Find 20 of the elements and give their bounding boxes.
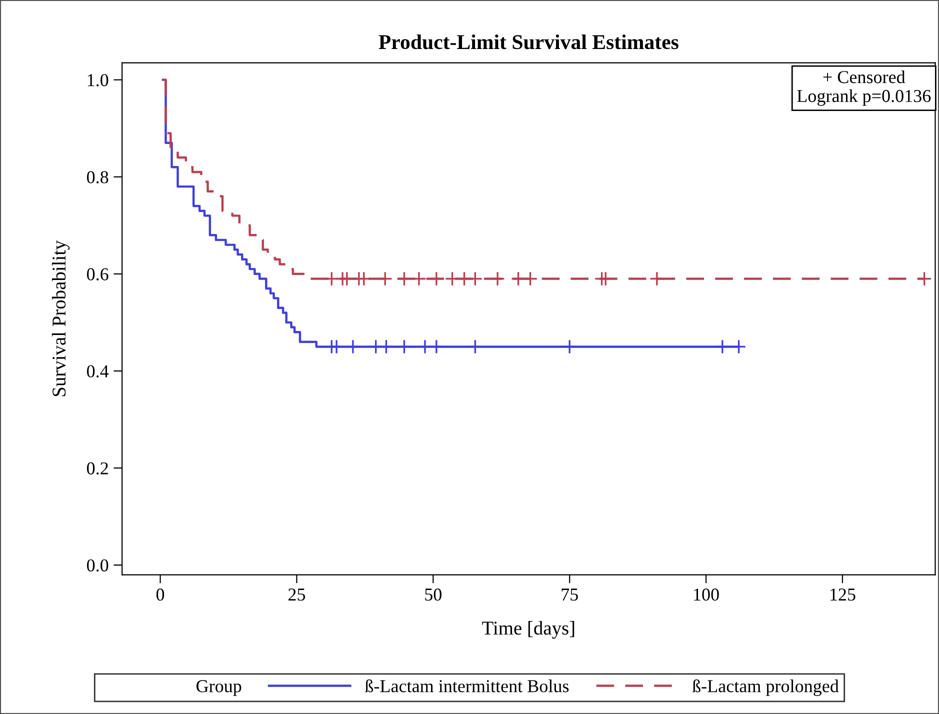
x-tick-label: 100 xyxy=(694,588,719,601)
legend-label: ß-Lactam intermittent Bolus xyxy=(364,679,569,692)
chart-title: Product-Limit Survival Estimates xyxy=(378,34,678,50)
y-tick-label: 0.8 xyxy=(86,171,108,184)
x-tick-label: 75 xyxy=(562,588,578,601)
y-axis-title: Survival Probability xyxy=(52,240,70,396)
x-axis-title: Time [days] xyxy=(482,621,574,639)
y-tick-label: 1.0 xyxy=(88,74,108,86)
legend-label: ß-Lactam prolonged xyxy=(692,679,839,696)
x-tick-label: 50 xyxy=(425,588,442,601)
y-tick-label: 0.2 xyxy=(86,462,108,475)
y-tick-label: 0.4 xyxy=(86,365,109,378)
x-tick-label: 125 xyxy=(830,588,856,601)
legend-title: Group xyxy=(196,680,242,696)
x-tick-label: 25 xyxy=(288,588,306,601)
annotation: Logrank p=0.0136 xyxy=(797,89,931,106)
annotation: + Censored xyxy=(823,70,906,84)
y-tick-label: 0.6 xyxy=(86,268,108,280)
x-tick-label: 0 xyxy=(156,588,164,601)
y-tick-label: 0.0 xyxy=(86,559,108,572)
